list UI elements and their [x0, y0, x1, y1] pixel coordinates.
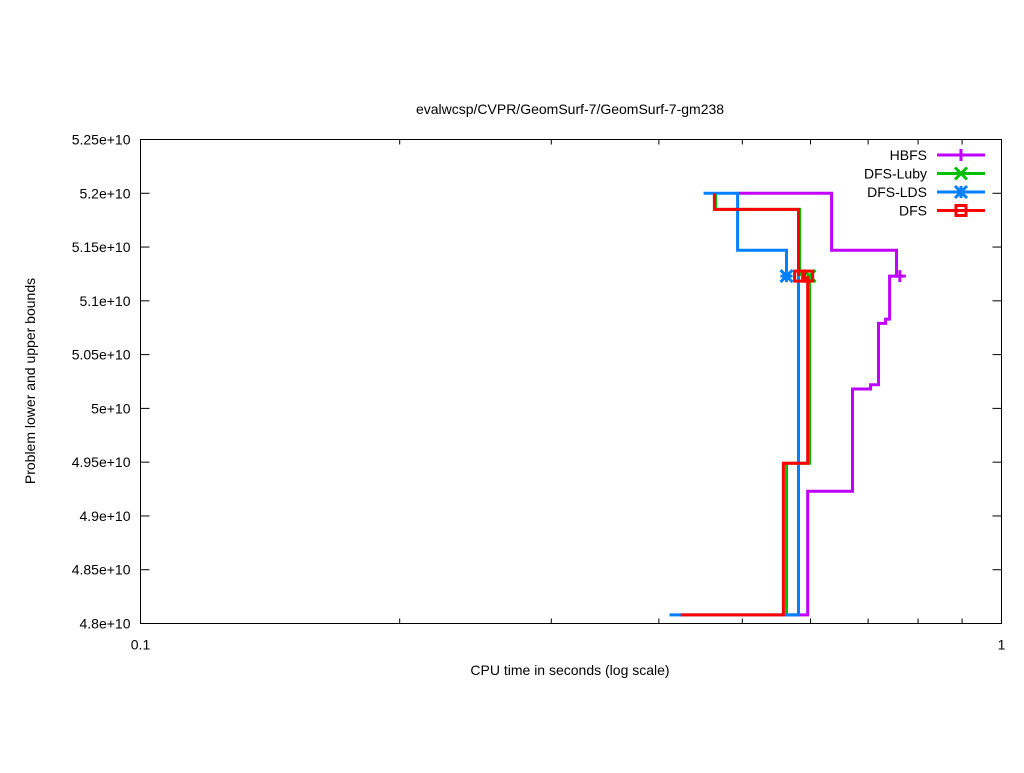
series-line-lower — [669, 276, 800, 617]
y-tick-label: 4.95e+10 — [72, 454, 131, 470]
data-point-marker — [793, 269, 807, 283]
data-point-marker — [779, 269, 794, 284]
legend-item-dfs: DFS — [899, 203, 985, 219]
series-line-upper — [703, 191, 788, 277]
y-tick-label: 4.85e+10 — [72, 562, 131, 578]
legend-label: DFS-Luby — [864, 166, 927, 182]
legend-label: HBFS — [890, 147, 927, 163]
series-line-upper — [737, 191, 898, 277]
legend-item-dfs-luby: DFS-Luby — [864, 166, 985, 182]
series-dfs-lds — [669, 191, 800, 617]
legend-item-dfs-lds: DFS-LDS — [867, 184, 985, 200]
series-line-upper — [712, 193, 800, 277]
y-tick-label: 5.05e+10 — [72, 347, 131, 363]
series-line-lower — [680, 276, 810, 617]
x-axis-label: CPU time in seconds (log scale) — [470, 662, 669, 678]
chart-title: evalwcsp/CVPR/GeomSurf-7/GeomSurf-7-gm23… — [416, 101, 724, 117]
data-point-marker — [801, 269, 815, 283]
data-point-marker — [893, 270, 906, 283]
series-dfs-luby — [714, 193, 817, 615]
legend-label: DFS — [899, 203, 927, 219]
legend: HBFS DFS-Luby DFS-LDS DFS — [864, 147, 985, 219]
legend-item-hbfs: HBFS — [890, 147, 985, 163]
y-tick-label: 5.15e+10 — [72, 239, 131, 255]
legend-marker-icon — [953, 184, 969, 200]
legend-marker-icon — [955, 149, 967, 161]
legend-marker-icon — [954, 204, 968, 217]
series-hbfs — [737, 191, 906, 617]
y-tick-label: 5.2e+10 — [80, 185, 131, 201]
plot-frame — [140, 139, 1002, 624]
axis-ticks: 4.8e+10 4.85e+10 4.9e+10 4.95e+10 5e+10 5.05e… — [72, 132, 1006, 653]
x-tick-label: 0.1 — [131, 637, 151, 653]
y-tick-label: 5e+10 — [91, 400, 131, 416]
y-tick-label: 4.9e+10 — [80, 508, 131, 524]
y-axis-label: Problem lower and upper bounds — [22, 278, 38, 484]
series-dfs — [680, 193, 815, 617]
y-tick-label: 5.25e+10 — [72, 132, 131, 148]
plot-area — [669, 191, 906, 617]
x-tick-label: 1 — [998, 637, 1006, 653]
legend-label: DFS-LDS — [867, 184, 927, 200]
series-line-lower — [786, 274, 901, 617]
legend-marker-icon — [953, 166, 969, 181]
y-tick-label: 5.1e+10 — [80, 293, 131, 309]
y-tick-label: 4.8e+10 — [80, 616, 131, 632]
